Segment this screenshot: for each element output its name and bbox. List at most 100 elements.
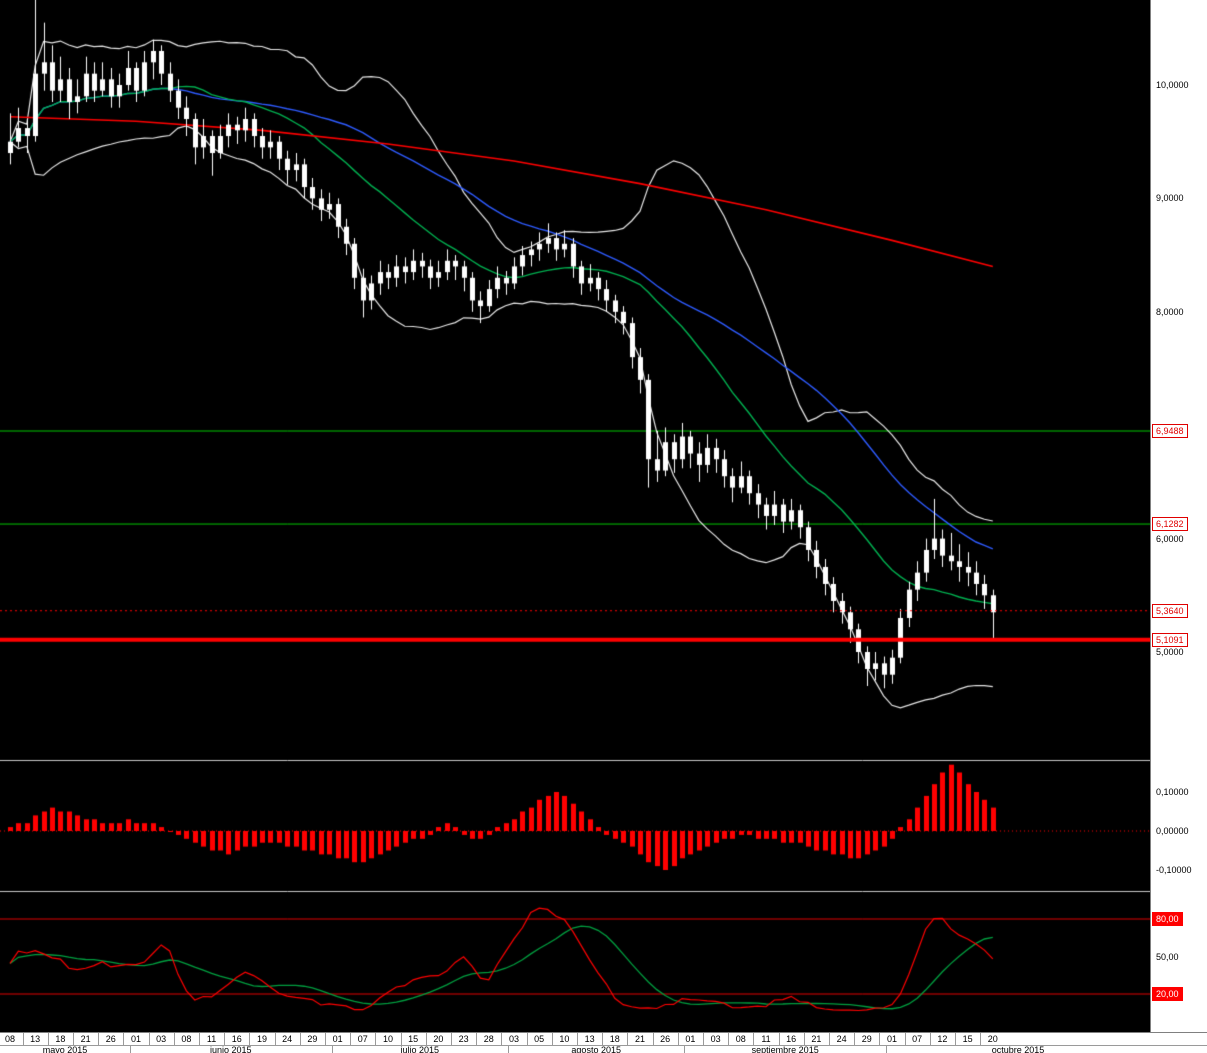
- month-label: septiembre 2015: [751, 1045, 819, 1053]
- day-tick-label: 24: [282, 1034, 293, 1044]
- day-tick-label: 13: [584, 1034, 595, 1044]
- day-tick-label: 01: [332, 1034, 343, 1044]
- macd-axis-tick-label: 0,10000: [1156, 787, 1189, 797]
- day-tick-label: 18: [609, 1034, 620, 1044]
- day-tick-separator: [778, 1033, 780, 1045]
- month-label: junio 2015: [210, 1045, 252, 1053]
- day-tick-separator: [148, 1033, 150, 1045]
- day-tick-separator: [73, 1033, 74, 1045]
- day-tick-label: 11: [761, 1034, 771, 1044]
- day-tick-separator: [501, 1033, 503, 1045]
- price-level-label: 5,3640: [1152, 603, 1188, 618]
- day-tick-label: 01: [130, 1034, 141, 1044]
- month-separator: [684, 1046, 686, 1053]
- day-tick-separator: [299, 1033, 301, 1045]
- day-tick-label: 21: [811, 1034, 822, 1044]
- day-tick-separator: [904, 1033, 906, 1045]
- day-tick-label: 29: [307, 1034, 318, 1044]
- day-tick-label: 16: [786, 1034, 797, 1044]
- day-tick-separator: [652, 1033, 654, 1045]
- price-axis-tick-label: 9,0000: [1156, 193, 1184, 204]
- macd-axis-tick-label: 0,00000: [1156, 826, 1189, 836]
- day-tick-label: 20: [987, 1034, 998, 1044]
- price-level-label: 6,1282: [1152, 517, 1188, 532]
- month-separator: [508, 1046, 509, 1053]
- day-tick-label: 21: [80, 1034, 91, 1044]
- day-tick-label: 10: [382, 1034, 393, 1044]
- day-tick-separator: [577, 1033, 578, 1045]
- day-tick-separator: [47, 1033, 49, 1045]
- day-tick-label: 08: [181, 1034, 192, 1044]
- stochastic-level-label: 80,00: [1152, 912, 1183, 926]
- day-tick-label: 03: [156, 1034, 167, 1044]
- price-axis-tick-label: 10,0000: [1156, 80, 1189, 90]
- day-tick-label: 28: [483, 1034, 494, 1044]
- price-level-label: 6,9488: [1152, 424, 1188, 438]
- day-tick-label: 08: [4, 1034, 15, 1044]
- day-tick-separator: [829, 1033, 830, 1045]
- day-tick-label: 19: [256, 1034, 267, 1044]
- price-axis-tick-label: 8,0000: [1156, 306, 1184, 317]
- day-tick-label: 05: [534, 1034, 545, 1044]
- day-tick-separator: [325, 1033, 326, 1045]
- day-tick-label: 07: [912, 1034, 923, 1044]
- day-tick-separator: [803, 1033, 805, 1045]
- day-tick-separator: [980, 1033, 982, 1045]
- day-tick-label: 12: [937, 1034, 948, 1044]
- day-tick-separator: [602, 1033, 604, 1045]
- day-tick-separator: [929, 1033, 931, 1045]
- day-tick-label: 20: [433, 1034, 444, 1044]
- macd-axis-tick-label: -0,10000: [1156, 865, 1192, 875]
- day-tick-separator: [753, 1033, 755, 1045]
- price-level-label: 5,1091: [1152, 632, 1188, 647]
- day-tick-separator: [955, 1033, 956, 1045]
- day-tick-separator: [854, 1033, 856, 1045]
- axis-row-divider: [0, 1045, 1207, 1046]
- day-tick-label: 08: [735, 1034, 746, 1044]
- month-separator: [130, 1046, 131, 1053]
- month-label: julio 2015: [400, 1045, 440, 1053]
- day-tick-label: 01: [685, 1034, 696, 1044]
- day-tick-separator: [400, 1033, 402, 1045]
- day-tick-separator: [526, 1033, 528, 1045]
- day-tick-separator: [879, 1033, 881, 1045]
- day-tick-label: 21: [634, 1034, 645, 1044]
- day-tick-label: 18: [55, 1034, 66, 1044]
- day-tick-label: 07: [357, 1034, 368, 1044]
- day-tick-separator: [249, 1033, 251, 1045]
- day-tick-separator: [551, 1033, 553, 1045]
- day-tick-separator: [22, 1033, 24, 1045]
- day-tick-separator: [728, 1033, 730, 1045]
- day-tick-label: 15: [962, 1034, 973, 1044]
- day-tick-label: 11: [206, 1034, 217, 1044]
- day-tick-label: 01: [886, 1034, 897, 1044]
- day-tick-label: 24: [836, 1034, 847, 1044]
- price-axis-tick-label: 6,0000: [1156, 533, 1184, 544]
- month-label: octubre 2015: [991, 1045, 1045, 1053]
- day-tick-label: 16: [231, 1034, 242, 1044]
- price-axis-strip: 10,0000 9,0000 8,0000 6,0000 5,0000 0,10000 0,…: [1150, 0, 1207, 1053]
- day-tick-separator: [425, 1033, 427, 1045]
- month-label: mayo 2015: [42, 1045, 88, 1053]
- price-axis-tick-label: 5,0000: [1156, 647, 1184, 657]
- month-label: agosto 2015: [571, 1045, 621, 1053]
- day-tick-label: 03: [508, 1034, 519, 1044]
- day-tick-label: 26: [660, 1034, 671, 1044]
- day-tick-label: 15: [408, 1034, 419, 1044]
- day-tick-separator: [627, 1033, 629, 1045]
- stochastic-level-label: 20,00: [1152, 987, 1183, 1001]
- time-axis-strip: 08 13 18 21 26 01 03 08 11 16 19 24 29 01 07 10 15 20 23 28…: [0, 1032, 1207, 1053]
- day-tick-separator: [173, 1033, 175, 1045]
- day-tick-label: 03: [710, 1034, 721, 1044]
- day-tick-label: 23: [458, 1034, 469, 1044]
- day-tick-separator: [274, 1033, 276, 1045]
- stochastic-mid-label: 50,00: [1156, 951, 1179, 962]
- day-tick-separator: [476, 1033, 478, 1045]
- day-tick-separator: [677, 1033, 679, 1045]
- day-tick-label: 10: [559, 1034, 570, 1044]
- day-tick-label: 13: [30, 1034, 41, 1044]
- day-tick-separator: [123, 1033, 125, 1045]
- day-tick-separator: [375, 1033, 377, 1045]
